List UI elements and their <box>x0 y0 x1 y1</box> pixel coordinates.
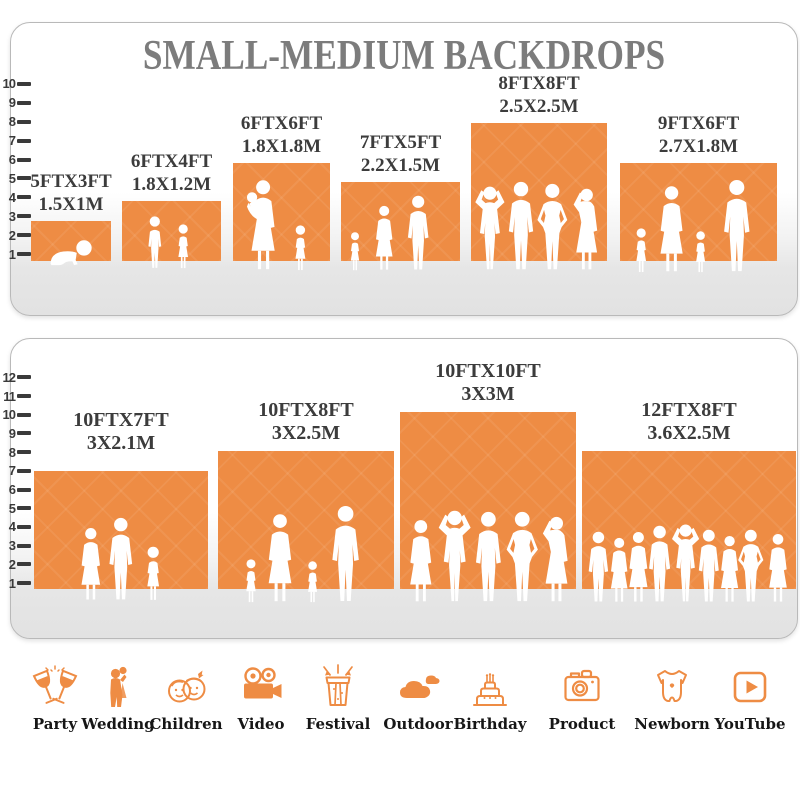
backdrop-6x4ft: 6FTX4FT 1.8X1.2M <box>122 151 221 261</box>
silhouette-man <box>104 517 138 601</box>
size-m: 3X2.1M <box>86 432 156 455</box>
backdrop-size-label: 6FTX6FT 1.8X1.8M <box>167 113 397 158</box>
category-video: Video <box>223 664 299 733</box>
size-m: 2.5X2.5M <box>499 95 579 117</box>
size-m: 1.5X1M <box>38 193 104 215</box>
product-icon <box>564 669 600 702</box>
silhouette-girl <box>142 545 164 601</box>
backdrop-size-label: 10FTX8FT 3X2.5M <box>191 399 421 446</box>
backdrop-5x3ft: 5FTX3FT 1.5X1M <box>30 171 112 261</box>
size-ft: 5FTX3FT <box>30 171 112 193</box>
silhouette-boy <box>144 215 166 269</box>
size-ft: 10FTX8FT <box>258 398 354 421</box>
size-m: 2.7X1.8M <box>658 135 739 157</box>
silhouette-woman <box>764 533 792 603</box>
silhouette-man-hands-on-hips <box>533 183 572 271</box>
category-label: Party <box>32 715 78 733</box>
backdrop-size-label: 5FTX3FT 1.5X1M <box>11 171 186 216</box>
category-wedding: Wedding <box>80 664 156 733</box>
category-label: Birthday <box>453 715 527 733</box>
category-label: Festival <box>305 715 371 733</box>
size-ft: 6FTX6FT <box>240 113 323 135</box>
silhouette-woman <box>76 527 106 601</box>
silhouette-girl <box>291 224 310 271</box>
size-ft: 10FTX7FT <box>73 408 169 431</box>
silhouette-man-hands-on-hips <box>502 511 543 603</box>
backdrop-size-label: 10FTX7FT 3X2.1M <box>11 408 236 456</box>
backdrop-size-label: 10FTX10FT 3X3M <box>373 360 603 407</box>
panel-small-medium-2: 10FTX7FT 3X2.1M 10FTX8FT 3X2.5M 10FTX10F… <box>10 338 798 639</box>
category-outdoor: Outdoor <box>380 664 456 733</box>
backdrop-size-label: 6FTX4FT 1.8X1.2M <box>57 151 287 196</box>
newborn-icon <box>657 670 687 702</box>
category-party: Party <box>17 664 93 733</box>
silhouette-woman-posing <box>538 515 575 603</box>
category-birthday: Birthday <box>452 664 528 733</box>
backdrop-9x6ft: 9FTX6FT 2.7X1.8M <box>620 113 777 261</box>
silhouette-man <box>403 195 433 271</box>
silhouette-woman <box>654 185 689 273</box>
panel-small-medium-1: SMALL-MEDIUM BACKDROPS 5FTX3FT 1.5X1M 6F… <box>10 22 798 316</box>
category-festival: Festival <box>300 664 376 733</box>
size-ft: 10FTX10FT <box>435 359 541 382</box>
category-label: Product <box>548 715 616 733</box>
size-ft: 6FTX4FT <box>130 151 213 173</box>
category-product: Product <box>544 664 620 733</box>
backdrop-12x8ft: 12FTX8FT 3.6X2.5M <box>582 399 796 589</box>
backdrop-size-label: 8FTX8FT 2.5X2.5M <box>424 73 654 118</box>
category-label: Video <box>237 715 285 733</box>
silhouette-man-hands-on-hips <box>734 529 768 603</box>
page-title: SMALL-MEDIUM BACKDROPS <box>142 33 666 79</box>
party-icon <box>32 665 78 704</box>
silhouette-girl <box>242 558 260 603</box>
silhouette-woman <box>262 513 298 603</box>
silhouette-baby-crawling <box>45 238 95 266</box>
silhouette-girl <box>632 227 650 273</box>
size-m: 1.8X1.2M <box>131 173 212 195</box>
category-newborn: Newborn <box>634 664 710 733</box>
wedding-icon <box>110 666 127 707</box>
category-youtube: YouTube <box>712 664 788 733</box>
backdrop-size-label: 12FTX8FT 3.6X2.5M <box>574 398 797 446</box>
size-m: 3X2.5M <box>271 422 341 445</box>
category-children: Children <box>148 664 224 733</box>
category-label: YouTube <box>714 715 786 733</box>
outdoor-icon <box>400 675 440 698</box>
silhouette-girl <box>304 560 321 603</box>
silhouette-woman <box>404 519 438 603</box>
silhouette-mother-holding-baby <box>241 179 282 271</box>
backdrop-8x8ft: 8FTX8FT 2.5X2.5M <box>471 73 607 261</box>
backdrop-size-label: 9FTX6FT 2.7X1.8M <box>584 113 798 158</box>
size-m: 1.8X1.8M <box>241 135 322 157</box>
size-m: 3X3M <box>461 383 515 406</box>
category-label: Outdoor <box>383 715 453 733</box>
backdrop-size-label: 7FTX5FT 2.2X1.5M <box>286 132 516 177</box>
silhouette-man <box>718 179 756 273</box>
backdrop-10x7ft: 10FTX7FT 3X2.1M <box>34 409 208 589</box>
children-icon <box>168 670 206 703</box>
silhouette-man <box>326 505 365 603</box>
backdrop-10x8ft: 10FTX8FT 3X2.5M <box>218 399 394 589</box>
birthday-icon <box>473 673 507 706</box>
silhouette-child <box>347 231 363 271</box>
category-label: Children <box>149 715 223 733</box>
silhouette-girl <box>692 230 709 273</box>
silhouette-woman-posing <box>569 187 604 271</box>
size-ft: 7FTX5FT <box>359 132 442 154</box>
size-m: 3.6X2.5M <box>647 422 731 445</box>
backdrop-10x10ft: 10FTX10FT 3X3M <box>400 360 576 589</box>
backdrop-6x6ft: 6FTX6FT 1.8X1.8M <box>233 113 330 261</box>
size-ft: 12FTX8FT <box>641 398 737 421</box>
category-label: Wedding <box>81 715 155 733</box>
video-icon <box>244 667 282 699</box>
festival-icon <box>323 664 353 706</box>
size-ft: 8FTX8FT <box>498 73 580 95</box>
size-ft: 9FTX6FT <box>657 113 740 135</box>
silhouette-girl <box>174 223 192 269</box>
size-m: 2.2X1.5M <box>360 154 441 176</box>
category-label: Newborn <box>634 715 710 733</box>
backdrop-7x5ft: 7FTX5FT 2.2X1.5M <box>341 132 460 261</box>
silhouette-woman <box>371 205 397 271</box>
youtube-icon <box>733 671 767 703</box>
